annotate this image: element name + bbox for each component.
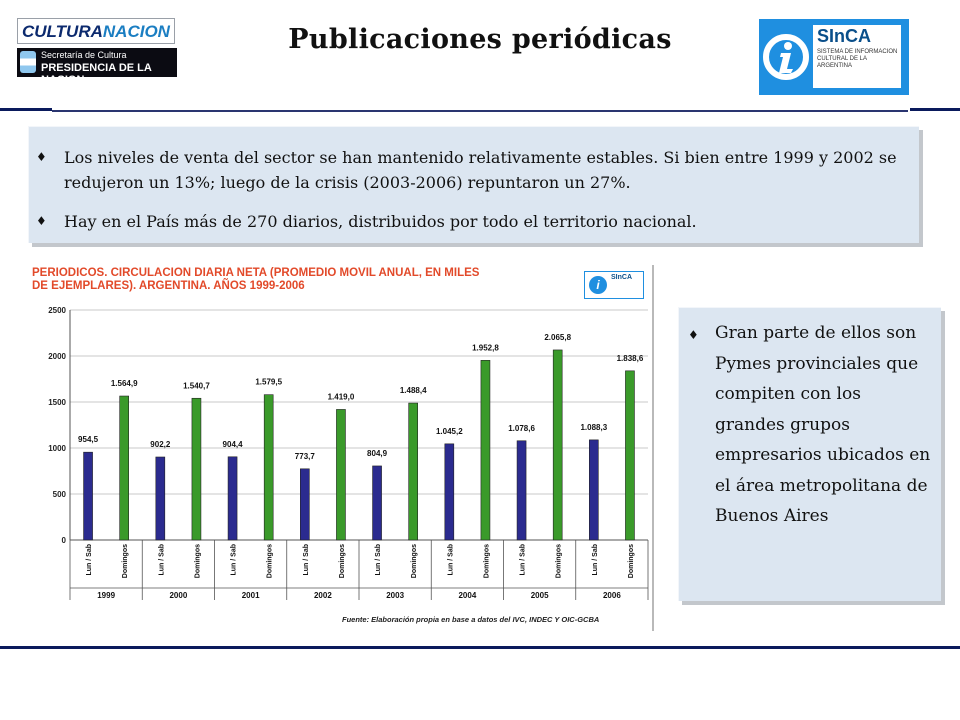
bar-lun-sab bbox=[227, 456, 238, 541]
side-note-box bbox=[678, 307, 941, 601]
bar-domingos bbox=[336, 409, 346, 541]
year-label: 2005 bbox=[531, 591, 549, 600]
series-category-label: Lun / Sab bbox=[231, 544, 238, 576]
data-label: 902,2 bbox=[150, 440, 171, 449]
bar-lun-sab bbox=[516, 440, 527, 541]
year-label: 1999 bbox=[97, 591, 115, 600]
series-category-label: Domingos bbox=[411, 544, 418, 578]
bar-lun-sab bbox=[83, 451, 93, 541]
logo-line-2: PRESIDENCIA DE LA NACION bbox=[41, 62, 152, 86]
rule-bottom bbox=[0, 646, 960, 649]
data-label: 1.088,3 bbox=[580, 423, 607, 432]
diamond-bullet-icon: ♦ bbox=[688, 328, 699, 342]
summary-bullet-text-1: Los niveles de venta del sector se han m… bbox=[64, 148, 897, 192]
chart-title: PERIODICOS. CIRCULACION DIARIA NETA (PRO… bbox=[32, 267, 480, 292]
national-seal-icon bbox=[20, 51, 36, 73]
data-label: 804,9 bbox=[367, 449, 388, 458]
bar-lun-sab bbox=[300, 468, 310, 541]
data-label: 954,5 bbox=[78, 435, 99, 444]
data-label: 2.065,8 bbox=[544, 333, 571, 342]
series-category-label: Domingos bbox=[122, 544, 129, 578]
bar-domingos bbox=[119, 395, 129, 541]
series-category-label: Lun / Sab bbox=[592, 544, 599, 576]
rule-right-top bbox=[910, 108, 960, 111]
bar-lun-sab bbox=[589, 439, 599, 541]
cultura-nacion-logo: CULTURANACION Secretaría de Cultura PRES… bbox=[17, 18, 177, 86]
bar-lun-sab bbox=[372, 465, 382, 541]
info-icon: i bbox=[589, 276, 607, 294]
data-label: 904,4 bbox=[223, 440, 244, 449]
chart-sinca-logo: i SInCA bbox=[584, 271, 644, 299]
data-label: 1.564,9 bbox=[111, 379, 138, 388]
y-tick-label: 2000 bbox=[48, 352, 66, 361]
page-title: Publicaciones periódicas bbox=[288, 24, 672, 55]
circulation-chart: PERIODICOS. CIRCULACION DIARIA NETA (PRO… bbox=[28, 265, 654, 631]
data-label: 1.838,6 bbox=[617, 354, 644, 363]
y-tick-label: 1000 bbox=[48, 444, 66, 453]
summary-bullet-1: ♦ Los niveles de venta del sector se han… bbox=[36, 145, 906, 195]
year-label: 2001 bbox=[242, 591, 260, 600]
summary-box bbox=[28, 126, 919, 243]
year-label: 2006 bbox=[603, 591, 621, 600]
chart-source: Fuente: Elaboración propia en base a dat… bbox=[342, 615, 600, 624]
logo-banner: Secretaría de Cultura PRESIDENCIA DE LA … bbox=[17, 48, 177, 86]
bar-lun-sab bbox=[444, 443, 455, 541]
y-tick-label: 0 bbox=[62, 536, 67, 545]
series-category-label: Lun / Sab bbox=[447, 544, 454, 576]
year-label: 2003 bbox=[386, 591, 404, 600]
info-icon bbox=[763, 34, 809, 80]
diamond-bullet-icon: ♦ bbox=[36, 150, 47, 164]
data-label: 1.579,5 bbox=[255, 378, 282, 387]
side-note-bullet: ♦ Gran parte de ellos son Pymes provinci… bbox=[688, 318, 936, 532]
series-category-label: Domingos bbox=[628, 544, 635, 578]
bar-domingos bbox=[263, 394, 274, 541]
bar-domingos bbox=[552, 349, 563, 541]
series-category-label: Domingos bbox=[339, 544, 346, 578]
series-category-label: Domingos bbox=[267, 544, 274, 578]
series-category-label: Domingos bbox=[556, 544, 563, 578]
logo-line-1: Secretaría de Cultura bbox=[41, 50, 127, 60]
chart-right-border bbox=[652, 265, 654, 631]
rule-center-top bbox=[52, 110, 908, 112]
summary-bullet-text-2: Hay en el País más de 270 diarios, distr… bbox=[64, 212, 697, 231]
rule-left-top bbox=[0, 108, 52, 111]
data-label: 1.045,2 bbox=[436, 427, 463, 436]
sinca-text-panel: SInCA SISTEMA DE INFORMACION CULTURAL DE… bbox=[813, 25, 901, 88]
series-category-label: Lun / Sab bbox=[86, 544, 93, 576]
data-label: 1.419,0 bbox=[328, 392, 355, 401]
data-label: 1.078,6 bbox=[508, 424, 535, 433]
series-category-label: Domingos bbox=[483, 544, 490, 578]
bar-domingos bbox=[625, 370, 635, 541]
data-label: 773,7 bbox=[295, 452, 316, 461]
bar-lun-sab bbox=[155, 456, 166, 541]
bar-domingos bbox=[191, 397, 202, 541]
series-category-label: Lun / Sab bbox=[303, 544, 310, 576]
y-tick-label: 1500 bbox=[48, 398, 66, 407]
side-note-text: Gran parte de ellos son Pymes provincial… bbox=[715, 323, 931, 526]
logo-word-b: NACION bbox=[102, 22, 170, 41]
diamond-bullet-icon: ♦ bbox=[36, 214, 47, 228]
summary-bullet-2: ♦ Hay en el País más de 270 diarios, dis… bbox=[36, 209, 906, 234]
data-label: 1.488,4 bbox=[400, 386, 427, 395]
year-label: 2000 bbox=[169, 591, 187, 600]
series-category-label: Domingos bbox=[194, 544, 201, 578]
sinca-name: SInCA bbox=[817, 26, 871, 46]
sinca-logo: SInCA SISTEMA DE INFORMACION CULTURAL DE… bbox=[759, 19, 909, 95]
chart-plot: 0 500 1000 1500 2000 2500 954,5 Lun / Sab 902,2 L… bbox=[48, 306, 649, 600]
bar-domingos bbox=[408, 402, 418, 541]
series-category-label: Lun / Sab bbox=[520, 544, 527, 576]
y-tick-label: 500 bbox=[53, 490, 67, 499]
bar-domingos bbox=[480, 360, 491, 541]
year-label: 2004 bbox=[458, 591, 476, 600]
logo-wordmark: CULTURANACION bbox=[17, 18, 175, 44]
chart-logo-name: SInCA bbox=[611, 274, 632, 281]
year-label: 2002 bbox=[314, 591, 332, 600]
series-category-label: Lun / Sab bbox=[375, 544, 382, 576]
series-category-label: Lun / Sab bbox=[158, 544, 165, 576]
data-label: 1.952,8 bbox=[472, 343, 499, 352]
y-tick-label: 2500 bbox=[48, 306, 66, 315]
sinca-subtitle: SISTEMA DE INFORMACION CULTURAL DE LA AR… bbox=[817, 49, 898, 69]
data-label: 1.540,7 bbox=[183, 381, 210, 390]
logo-word-a: CULTURA bbox=[22, 22, 103, 41]
